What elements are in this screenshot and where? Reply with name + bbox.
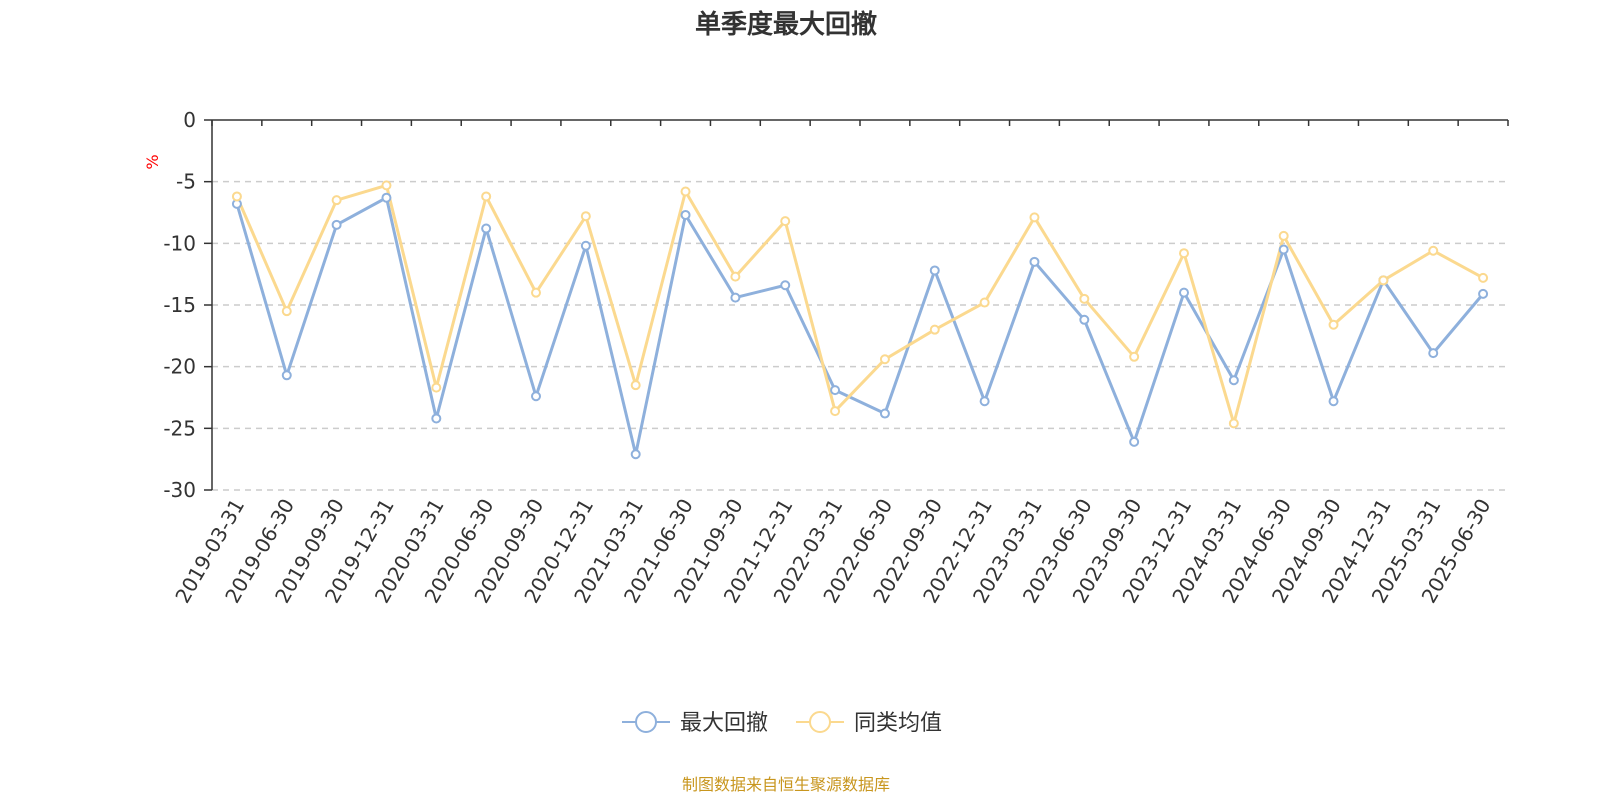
series-1-point[interactable] [1378,275,1389,286]
source-note: 制图数据来自恒生聚源数据库 [682,775,890,794]
series-0-point[interactable] [1328,396,1339,407]
series-1-point[interactable] [630,380,641,391]
series-0-point[interactable] [1428,348,1439,359]
series-1-point[interactable] [531,287,541,298]
series-0-point[interactable] [281,370,292,381]
y-tick-label: -25 [163,416,196,440]
legend[interactable]: 最大回撤 同类均值 [622,711,942,736]
series-1-point[interactable] [1428,245,1439,256]
series-1-point[interactable] [680,186,691,197]
series-0-point[interactable] [1478,288,1489,299]
series-1-point[interactable] [431,382,442,393]
series-1-point[interactable] [231,191,242,202]
series-0-point[interactable] [1278,244,1289,255]
series-1-point[interactable] [1478,272,1489,283]
axes [204,119,1509,491]
series-0-point[interactable] [1129,436,1140,447]
series-1-point[interactable] [331,195,342,206]
y-tick-label: -15 [163,293,196,317]
legend-item-1[interactable]: 同类均值 [796,711,942,736]
series-lines [231,180,1489,460]
series-1-point[interactable] [1179,248,1189,259]
x-tick-labels: 2019-03-312019-06-302019-09-302019-12-31… [170,495,1495,608]
y-tick-labels: 0 -5 -10 -15 -20 -25 -30 [163,108,196,502]
chart-title: 单季度最大回撤 [695,9,877,40]
series-1-point[interactable] [879,354,890,365]
series-line-0 [235,196,1485,456]
y-tick-label: -20 [163,355,196,379]
series-1-point[interactable] [481,191,492,202]
series-0-point[interactable] [381,192,392,203]
series-1-point[interactable] [929,324,940,335]
legend-label: 同类均值 [854,711,942,736]
y-unit-label: % [143,154,162,169]
series-line-1 [235,183,1484,425]
series-0-point[interactable] [1228,375,1239,386]
legend-item-0[interactable]: 最大回撤 [622,711,768,736]
series-0-point[interactable] [680,209,691,220]
series-1-point[interactable] [381,180,392,191]
series-0-point[interactable] [1179,287,1189,298]
series-0-point[interactable] [481,223,492,234]
series-1-point[interactable] [1328,319,1339,330]
series-0-point[interactable] [730,292,741,303]
series-0-point[interactable] [630,449,641,460]
series-1-point[interactable] [281,306,292,317]
series-1-point[interactable] [830,406,841,417]
grid-lines [212,180,1508,491]
series-0-point[interactable] [929,265,940,276]
y-tick-label: -30 [163,478,196,502]
series-1-point[interactable] [1029,212,1040,223]
series-0-point[interactable] [580,240,591,251]
series-0-point[interactable] [531,391,541,402]
series-0-point[interactable] [780,280,791,291]
series-0-point[interactable] [879,408,890,419]
series-1-point[interactable] [780,216,791,227]
series-0-point[interactable] [830,385,841,396]
series-0-point[interactable] [331,219,342,230]
series-1-point[interactable] [1129,351,1140,362]
series-1-point[interactable] [1278,230,1289,241]
legend-circle-icon [635,711,657,733]
series-1-point[interactable] [979,297,990,308]
series-1-point[interactable] [1079,293,1090,304]
y-tick-label: -5 [176,170,196,194]
y-tick-label: 0 [183,108,196,132]
legend-label: 最大回撤 [680,711,768,736]
y-tick-label: -10 [163,231,196,255]
series-0-point[interactable] [979,396,990,407]
series-0-point[interactable] [1029,256,1040,267]
series-1-point[interactable] [580,211,591,222]
series-0-point[interactable] [1079,314,1090,325]
series-1-point[interactable] [1228,418,1239,429]
series-0-point[interactable] [431,413,442,424]
series-1-point[interactable] [730,271,741,282]
legend-circle-icon [809,711,831,733]
